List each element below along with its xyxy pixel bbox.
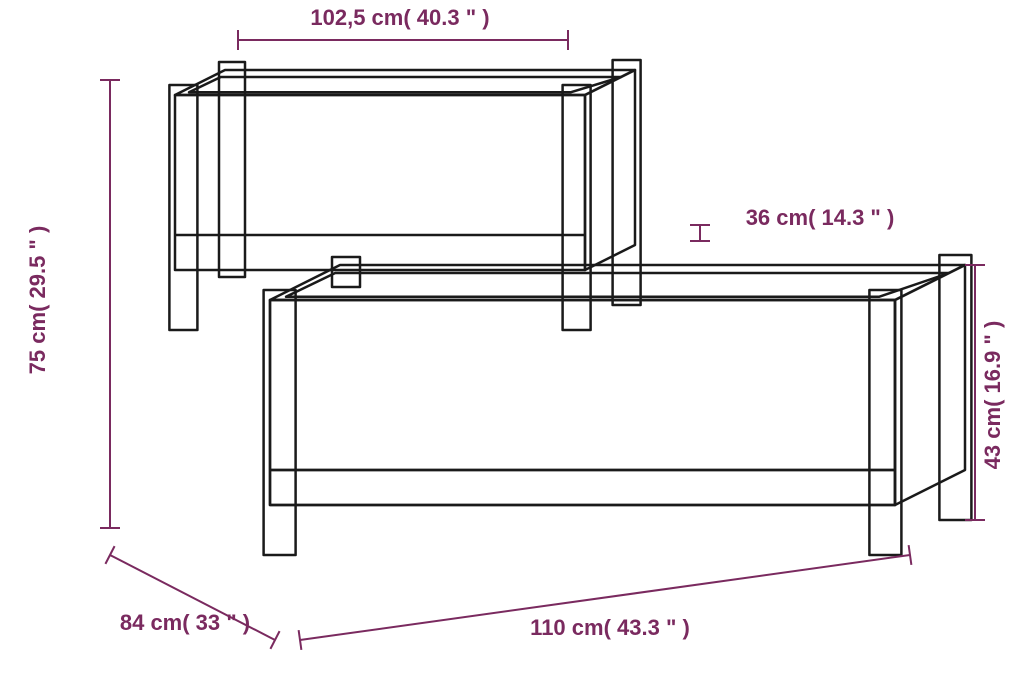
dim-front-label: 110 cm( 43.3 " ) [530,615,690,640]
dim-back-label: 36 cm( 14.3 " ) [746,205,895,230]
dim-depth-label: 84 cm( 33 " ) [120,610,250,635]
dim-left-label: 75 cm( 29.5 " ) [25,226,50,375]
dim-right-label: 43 cm( 16.9 " ) [980,321,1005,470]
dim-top-label: 102,5 cm( 40.3 " ) [310,5,489,30]
